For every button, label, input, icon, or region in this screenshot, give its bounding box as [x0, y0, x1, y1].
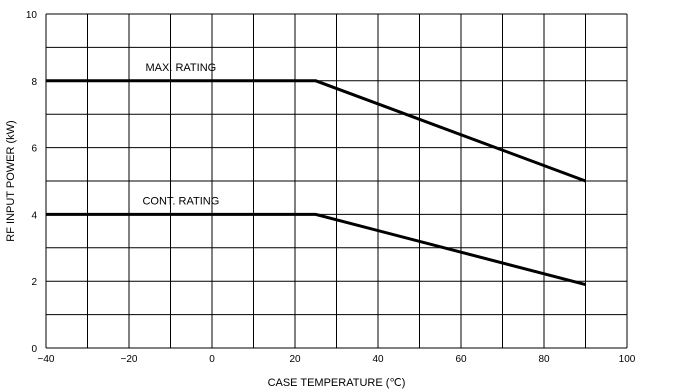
series-label: MAX. RATING [146, 62, 217, 74]
x-tick-label: 20 [289, 354, 301, 365]
x-tick-label: 0 [209, 354, 215, 365]
tick-labels: −40 −20 0 20 40 60 80 100 0 2 4 6 8 10 [26, 10, 636, 365]
x-tick-label: 100 [619, 354, 636, 365]
x-tick-label: −20 [121, 354, 138, 365]
y-axis-title: RF INPUT POWER (kW) [5, 120, 17, 241]
series-lines [46, 79, 587, 286]
series-line [46, 212, 586, 286]
y-tick-label: 4 [31, 210, 37, 221]
y-tick-label: 2 [31, 277, 37, 288]
x-tick-label: 60 [455, 354, 467, 365]
y-tick-label: 6 [31, 144, 37, 155]
x-tick-label: −40 [38, 354, 55, 365]
grid [45, 13, 628, 349]
x-tick-label: 40 [372, 354, 384, 365]
series-line [46, 79, 587, 183]
y-tick-label: 0 [31, 344, 37, 355]
x-axis-title: CASE TEMPERATURE (℃) [268, 377, 406, 389]
y-tick-label: 10 [26, 10, 38, 21]
x-tick-label: 80 [538, 354, 550, 365]
series-label: CONT. RATING [142, 195, 219, 207]
series-labels: MAX. RATING CONT. RATING [142, 62, 219, 208]
y-tick-label: 8 [31, 77, 37, 88]
